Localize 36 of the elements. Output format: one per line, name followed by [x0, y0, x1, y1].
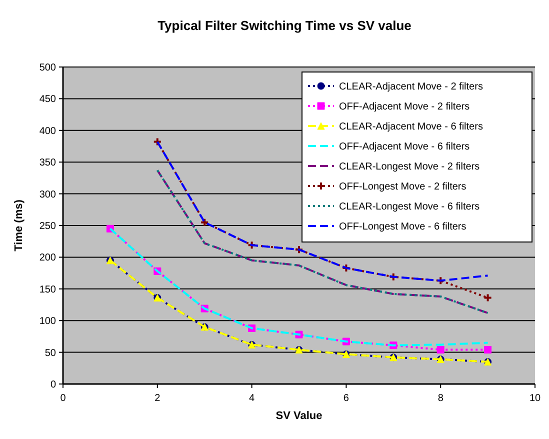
x-tick-label: 8 — [438, 393, 444, 404]
point — [294, 245, 304, 254]
point — [483, 293, 492, 302]
y-tick-label: 50 — [44, 348, 56, 359]
legend-label: CLEAR-Longest Move - 2 filters — [339, 162, 480, 172]
legend-label: OFF-Longest Move - 2 filters — [339, 182, 466, 192]
point — [484, 346, 492, 354]
x-axis-title: SV Value — [276, 410, 322, 422]
x-tick-label: 2 — [154, 393, 161, 404]
line-series — [156, 140, 489, 282]
legend-label: OFF-Adjacent Move - 6 filters — [339, 142, 470, 152]
point — [247, 240, 256, 250]
y-tick-label: 350 — [39, 158, 56, 169]
x-tick-label: 6 — [343, 393, 350, 404]
legend-label: OFF-Longest Move - 6 filters — [339, 222, 466, 232]
y-axis-title: Time (ms) — [13, 199, 25, 252]
y-tick-label: 400 — [39, 126, 56, 137]
point — [436, 346, 444, 354]
point — [152, 137, 162, 146]
legend-label: CLEAR-Adjacent Move - 2 filters — [339, 82, 483, 92]
legend-label: CLEAR-Adjacent Move - 6 filters — [339, 122, 483, 132]
y-tick-label: 500 — [39, 62, 56, 74]
y-tick-label: 200 — [39, 252, 56, 264]
y-tick-label: 450 — [39, 94, 56, 106]
y-tick-label: 300 — [39, 189, 56, 200]
chart-title: Typical Filter Switching Time vs SV value — [158, 18, 412, 33]
point — [200, 218, 210, 227]
y-tick-label: 150 — [39, 284, 56, 296]
y-tick-label: 0 — [50, 380, 56, 390]
x-tick-label: 0 — [60, 393, 66, 404]
legend-label: OFF-Adjacent Move - 2 filters — [339, 102, 470, 112]
y-tick-label: 250 — [39, 221, 56, 232]
x-tick-label: 10 — [529, 393, 541, 404]
y-tick-label: 100 — [39, 316, 56, 328]
legend-label: CLEAR-Longest Move - 6 filters — [339, 202, 480, 212]
x-tick-label: 4 — [249, 393, 256, 404]
